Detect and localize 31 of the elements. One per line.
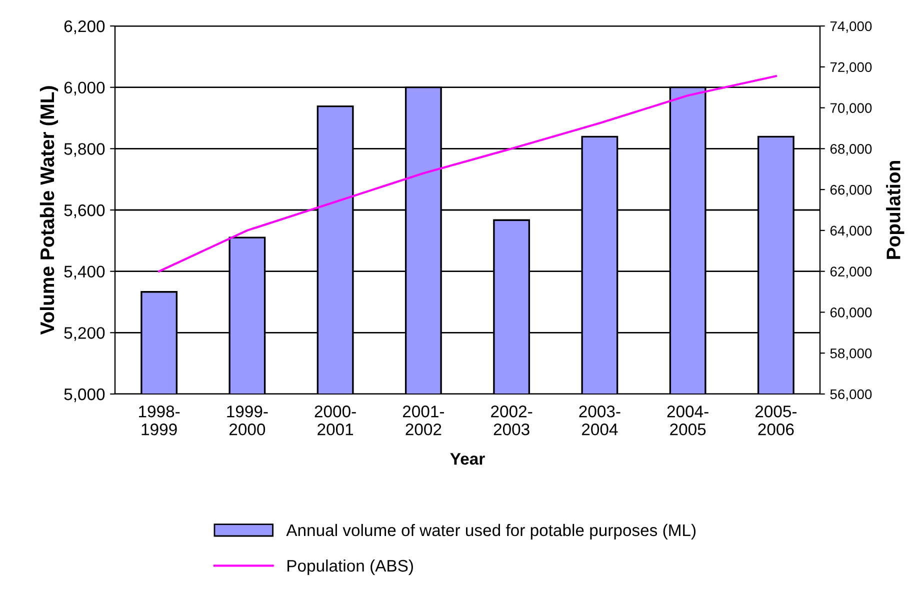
y2-tick-label: 72,000 bbox=[830, 62, 872, 74]
x-tick-label: 2000- 2001 bbox=[314, 406, 356, 436]
x-tick-label: 1999- 2000 bbox=[227, 406, 268, 436]
y2-tick-label: 66,000 bbox=[830, 184, 872, 196]
line-series bbox=[158, 75, 777, 272]
y2-tick-label: 64,000 bbox=[830, 226, 872, 238]
x-axis-title: Year bbox=[450, 453, 485, 465]
x-tick-label: 2005- 2006 bbox=[755, 406, 797, 436]
y-tick-label: 6,200 bbox=[64, 20, 105, 34]
y2-tick-label: 74,000 bbox=[830, 21, 872, 33]
x-tick-label: 1998- 1999 bbox=[139, 406, 180, 436]
y-tick-label: 6,000 bbox=[64, 82, 105, 96]
legend-label: Annual volume of water used for potable purposes (ML) bbox=[286, 524, 696, 540]
y2-tick-label: 68,000 bbox=[830, 144, 872, 156]
y-tick-label: 5,800 bbox=[64, 143, 105, 157]
y2-tick-label: 58,000 bbox=[830, 348, 872, 360]
y2-tick-label: 70,000 bbox=[830, 103, 872, 115]
x-tick-label: 2004- 2005 bbox=[667, 406, 708, 436]
y-tick-label: 5,400 bbox=[64, 266, 105, 280]
y2-tick-label: 56,000 bbox=[830, 389, 872, 401]
x-tick-label: 2002- 2003 bbox=[491, 406, 532, 436]
y-tick-label: 5,600 bbox=[64, 204, 105, 218]
y-tick-label: 5,000 bbox=[64, 388, 105, 402]
x-tick-label: 2003- 2004 bbox=[579, 406, 620, 436]
x-tick-label: 2001- 2002 bbox=[402, 406, 444, 436]
y-axis-title: Volume Potable Water (ML) bbox=[40, 86, 58, 335]
y2-axis-title: Population bbox=[886, 160, 904, 259]
y2-tick-label: 62,000 bbox=[830, 266, 872, 278]
y2-tick-label: 60,000 bbox=[830, 308, 872, 320]
y-tick-label: 5,200 bbox=[64, 327, 105, 341]
legend-label: Population (ABS) bbox=[288, 559, 413, 575]
